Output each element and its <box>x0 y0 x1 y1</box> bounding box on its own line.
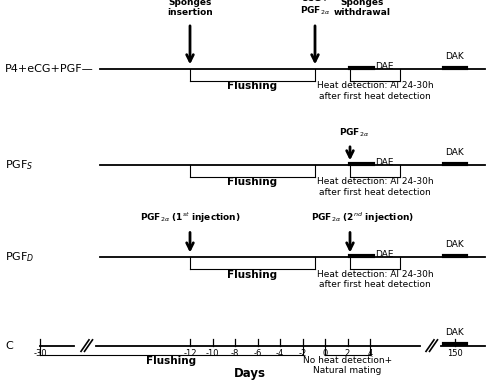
Text: DAK: DAK <box>446 240 464 249</box>
Text: P4+eCG+PGF—: P4+eCG+PGF— <box>5 64 94 74</box>
Text: Heat detection: AI 24-30h
after first heat detection: Heat detection: AI 24-30h after first he… <box>316 270 434 289</box>
Text: Flushing: Flushing <box>146 356 196 366</box>
Text: Flushing: Flushing <box>228 81 278 91</box>
Text: 0: 0 <box>322 349 328 358</box>
Text: PGF$_S$: PGF$_S$ <box>5 158 34 172</box>
Text: -6: -6 <box>254 349 262 358</box>
Text: PGF$_{2\alpha}$ (2$^{nd}$ injection): PGF$_{2\alpha}$ (2$^{nd}$ injection) <box>311 210 414 225</box>
Text: -2: -2 <box>298 349 306 358</box>
Text: Heat detection: AI 24-30h
after first heat detection: Heat detection: AI 24-30h after first he… <box>316 177 434 197</box>
Text: PGF$_{2\alpha}$ (1$^{st}$ injection): PGF$_{2\alpha}$ (1$^{st}$ injection) <box>140 210 240 225</box>
Text: DAE: DAE <box>375 62 394 71</box>
Text: PGF$_D$: PGF$_D$ <box>5 250 34 264</box>
Text: 2: 2 <box>345 349 350 358</box>
Text: DAK: DAK <box>446 148 464 157</box>
Text: No heat detection+
Natural mating: No heat detection+ Natural mating <box>303 356 392 376</box>
Text: eCG+
PGF$_{2\alpha}$: eCG+ PGF$_{2\alpha}$ <box>300 0 330 17</box>
Text: DAE: DAE <box>375 158 394 167</box>
Text: -10: -10 <box>206 349 219 358</box>
Text: Days: Days <box>234 367 266 380</box>
Text: DAK: DAK <box>446 52 464 61</box>
Text: -8: -8 <box>231 349 239 358</box>
Text: DAE: DAE <box>375 250 394 260</box>
Text: Flushing: Flushing <box>228 270 278 280</box>
Text: 150: 150 <box>447 349 463 358</box>
Text: PGF$_{2\alpha}$: PGF$_{2\alpha}$ <box>339 126 369 139</box>
Text: -4: -4 <box>276 349 284 358</box>
Text: -12: -12 <box>183 349 197 358</box>
Text: Heat detection: AI 24-30h
after first heat detection: Heat detection: AI 24-30h after first he… <box>316 81 434 101</box>
Text: Sponges
insertion: Sponges insertion <box>167 0 213 17</box>
Text: C: C <box>5 341 13 351</box>
Text: Flushing: Flushing <box>228 177 278 187</box>
Text: DAK: DAK <box>446 328 464 337</box>
Text: 4: 4 <box>368 349 372 358</box>
Text: Sponges
withdrawal: Sponges withdrawal <box>334 0 391 17</box>
Text: -30: -30 <box>33 349 47 358</box>
